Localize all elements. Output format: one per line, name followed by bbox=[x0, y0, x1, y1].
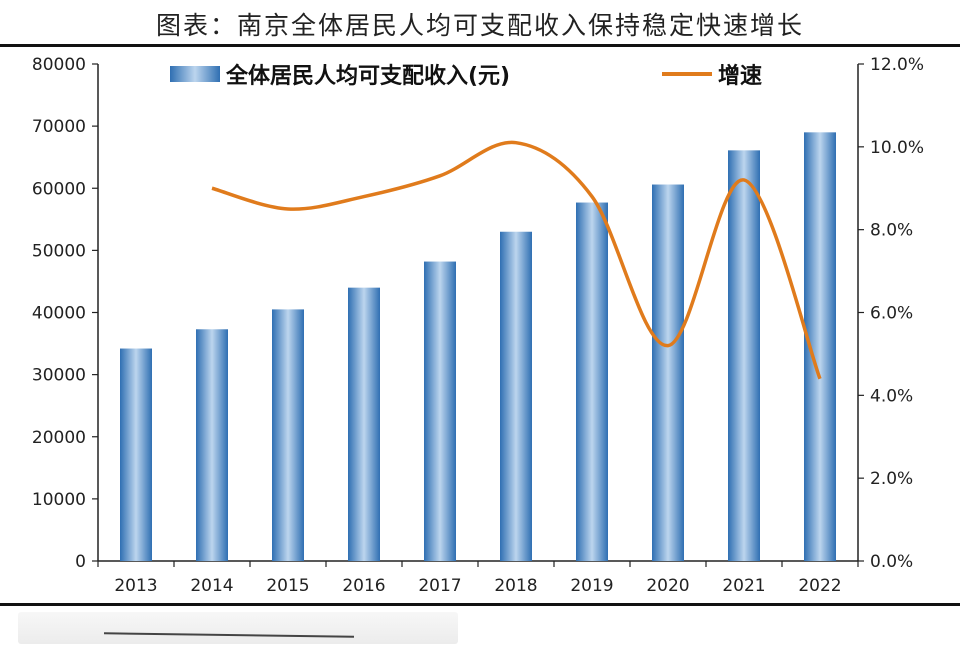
right-tick-label: 4.0% bbox=[870, 386, 913, 406]
x-tick-label: 2018 bbox=[494, 576, 537, 596]
bar-series bbox=[120, 132, 836, 562]
left-tick-label: 40000 bbox=[32, 304, 86, 324]
legend-swatch-bar bbox=[170, 66, 220, 82]
left-tick-label: 10000 bbox=[32, 490, 86, 510]
x-tick-label: 2013 bbox=[114, 576, 157, 596]
right-tick-label: 2.0% bbox=[870, 469, 913, 489]
source-note-area bbox=[18, 612, 458, 644]
left-tick-label: 50000 bbox=[32, 241, 86, 261]
x-tick-label: 2020 bbox=[646, 576, 689, 596]
legend-label-income: 全体居民人均可支配收入(元) bbox=[225, 63, 510, 89]
x-tick-label: 2017 bbox=[418, 576, 461, 596]
bar bbox=[120, 348, 152, 561]
bar bbox=[196, 329, 228, 561]
line-series bbox=[211, 140, 822, 380]
x-tick-label: 2016 bbox=[342, 576, 385, 596]
right-tick-label: 0.0% bbox=[870, 552, 913, 572]
left-tick-label: 80000 bbox=[32, 55, 86, 75]
x-tick-label: 2015 bbox=[266, 576, 309, 596]
left-tick-label: 60000 bbox=[32, 179, 86, 199]
legend: 全体居民人均可支配收入(元) 增速 bbox=[170, 63, 762, 89]
right-tick-label: 12.0% bbox=[870, 55, 924, 75]
bottom-rule bbox=[0, 603, 960, 606]
left-tick-label: 0 bbox=[75, 552, 86, 572]
x-tick-label: 2022 bbox=[798, 576, 841, 596]
right-tick-label: 6.0% bbox=[870, 304, 913, 324]
right-tick-label: 8.0% bbox=[870, 221, 913, 241]
bar bbox=[500, 231, 532, 562]
right-tick-label: 10.0% bbox=[870, 138, 924, 158]
left-tick-label: 70000 bbox=[32, 117, 86, 137]
bar bbox=[424, 261, 456, 561]
bar bbox=[272, 309, 304, 561]
x-tick-label: 2014 bbox=[190, 576, 233, 596]
page-title: 图表：南京全体居民人均可支配收入保持稳定快速增长 bbox=[155, 11, 804, 40]
x-tick-label: 2021 bbox=[722, 576, 765, 596]
x-tick-label: 2019 bbox=[570, 576, 613, 596]
bar bbox=[728, 150, 760, 561]
legend-label-growth: 增速 bbox=[718, 63, 762, 89]
bar bbox=[348, 287, 380, 561]
left-tick-label: 30000 bbox=[32, 366, 86, 386]
axes: 0 10000 20000 30000 40000 50000 60000 70000 8000… bbox=[32, 55, 924, 596]
top-rule bbox=[0, 44, 960, 47]
left-tick-label: 20000 bbox=[32, 428, 86, 448]
bar bbox=[652, 184, 684, 561]
bar bbox=[576, 202, 608, 561]
